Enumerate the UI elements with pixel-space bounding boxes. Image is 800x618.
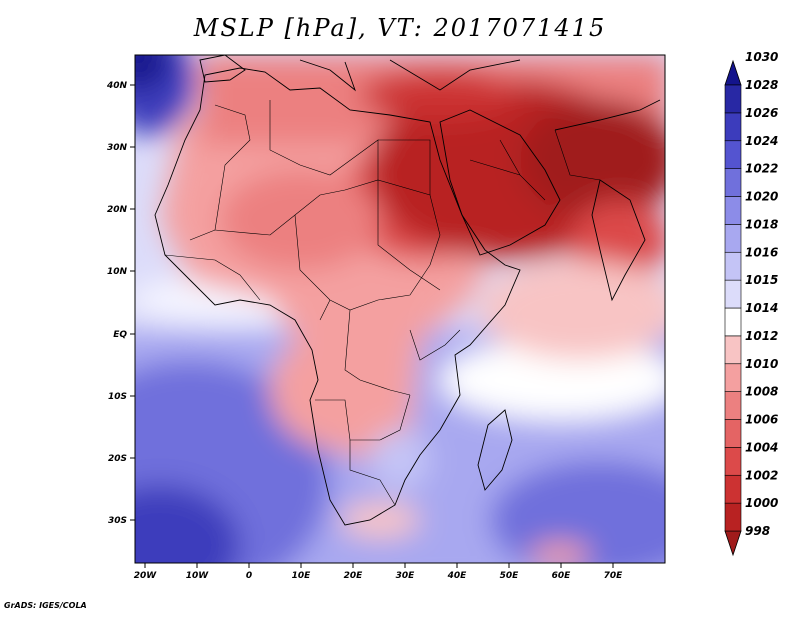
- colorbar-swatch: [724, 168, 742, 197]
- colorbar-swatch: [724, 140, 742, 169]
- lon-axis: 20W 10W 0 10E 20E 30E 40E 50E 60E 70E: [134, 563, 623, 581]
- lat-tick-label: 10N: [107, 267, 128, 277]
- map-frame: [134, 54, 666, 564]
- colorbar-swatch: [724, 196, 742, 225]
- lon-tick-label: 60E: [552, 571, 572, 581]
- colorbar-swatch: [724, 84, 742, 114]
- colorbar-top-arrow: [724, 59, 742, 86]
- colorbar-bottom-arrow: [724, 530, 742, 557]
- lat-tick-label: 30N: [107, 143, 128, 153]
- colorbar-swatch: [724, 474, 742, 504]
- colorbar-level-label: 1014: [745, 301, 778, 315]
- colorbar-level-label: 1004: [745, 440, 778, 454]
- lon-tick-label: 20W: [134, 571, 158, 581]
- colorbar-level-label: 1030: [745, 50, 778, 64]
- colorbar-level-label: 1010: [745, 357, 778, 371]
- colorbar-level-label: 1016: [745, 245, 778, 259]
- colorbar-level-label: 998: [745, 524, 770, 538]
- colorbar-level-label: 1028: [745, 78, 778, 92]
- country-borders: [164, 100, 601, 506]
- colorbar-swatch: [724, 279, 742, 309]
- pressure-field: [135, 55, 665, 563]
- lon-tick-label: 50E: [500, 571, 520, 581]
- colorbar-swatch: [724, 224, 742, 253]
- lat-tick-label: 20N: [107, 205, 128, 215]
- colorbar-swatch: [724, 502, 742, 532]
- colorbar-level-label: 1022: [745, 162, 778, 176]
- lat-tick-label: 20S: [108, 454, 127, 464]
- coastline-outline: [154, 55, 661, 526]
- lon-tick-label: 70E: [604, 571, 624, 581]
- colorbar-level-label: 1024: [745, 134, 778, 148]
- colorbar-swatch: [724, 447, 742, 476]
- colorbar-level-label: 1002: [745, 468, 778, 482]
- colorbar-level-label: 1012: [745, 329, 778, 343]
- colorbar-swatch: [724, 363, 742, 392]
- grads-credit: GrADS: IGES/COLA: [4, 601, 87, 610]
- lon-tick-label: 10W: [186, 571, 210, 581]
- colorbar-level-label: 1015: [745, 273, 778, 287]
- lon-tick-label: 30E: [396, 571, 416, 581]
- lon-tick-label: 40E: [447, 571, 468, 581]
- colorbar-swatch: [724, 391, 742, 420]
- lon-tick-label: 10E: [292, 571, 312, 581]
- lon-tick-label: 0: [246, 571, 252, 581]
- colorbar-swatch: [724, 419, 742, 448]
- lat-tick-label: 30S: [108, 516, 127, 526]
- colorbar-swatch: [724, 251, 742, 281]
- colorbar-level-label: 1008: [745, 385, 778, 399]
- colorbar-swatch: [724, 112, 742, 142]
- colorbar-swatch: [724, 335, 742, 365]
- lat-tick-label: 10S: [108, 392, 127, 402]
- lat-tick-label: EQ: [113, 330, 127, 340]
- colorbar: 998 1000 1002 1004 1006 1008 1010 1012 1014 1015 1…: [724, 50, 778, 557]
- lat-axis: 40N 30N 20N 10N EQ 10S 20S 30S: [106, 81, 135, 526]
- colorbar-level-label: 1020: [745, 190, 778, 204]
- map-title: MSLP [hPa], VT: 2017071415: [193, 14, 607, 42]
- colorbar-level-label: 1000: [745, 496, 778, 510]
- lon-tick-label: 20E: [344, 571, 364, 581]
- colorbar-level-label: 1018: [745, 217, 778, 231]
- colorbar-swatch: [724, 307, 742, 337]
- colorbar-level-label: 1006: [745, 413, 778, 427]
- colorbar-level-label: 1026: [745, 106, 778, 120]
- lat-tick-label: 40N: [106, 81, 128, 91]
